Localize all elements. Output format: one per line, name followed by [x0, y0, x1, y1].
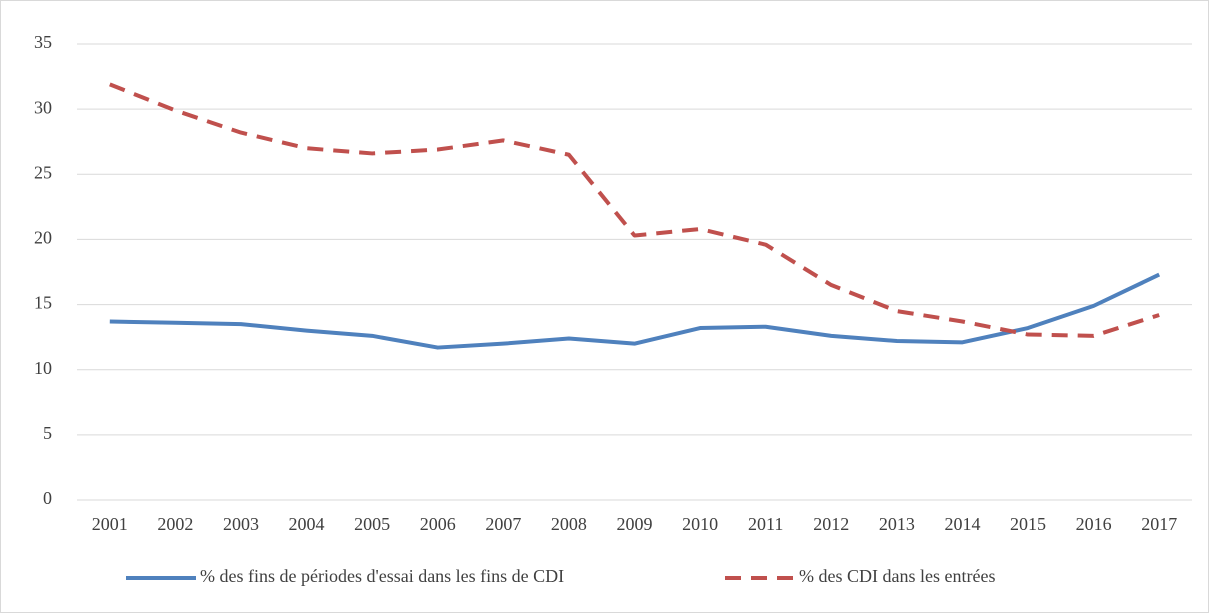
y-tick-label: 5 [43, 423, 52, 443]
x-tick-label: 2009 [617, 514, 653, 534]
x-tick-label: 2007 [485, 514, 521, 534]
y-tick-label: 30 [34, 97, 52, 117]
y-tick-label: 20 [34, 228, 52, 248]
x-tick-label: 2012 [813, 514, 849, 534]
x-tick-label: 2017 [1141, 514, 1177, 534]
y-tick-label: 35 [34, 32, 52, 52]
series-line [109, 82, 1160, 338]
series-line [109, 272, 1161, 350]
legend-label: % des CDI dans les entrées [799, 566, 995, 586]
x-tick-label: 2016 [1076, 514, 1112, 534]
y-tick-label: 0 [43, 488, 52, 508]
y-tick-label: 10 [34, 358, 52, 378]
x-tick-label: 2003 [223, 514, 259, 534]
x-tick-label: 2014 [944, 514, 980, 534]
x-tick-label: 2015 [1010, 514, 1046, 534]
x-tick-label: 2013 [879, 514, 915, 534]
y-tick-label: 15 [34, 293, 52, 313]
x-tick-label: 2006 [420, 514, 456, 534]
x-tick-label: 2011 [748, 514, 783, 534]
x-tick-label: 2002 [157, 514, 193, 534]
y-tick-label: 25 [34, 162, 52, 182]
x-tick-label: 2008 [551, 514, 587, 534]
x-tick-label: 2001 [92, 514, 128, 534]
x-tick-label: 2005 [354, 514, 390, 534]
x-tick-label: 2004 [289, 514, 325, 534]
legend-label: % des fins de périodes d'essai dans les … [200, 566, 564, 586]
x-tick-label: 2010 [682, 514, 718, 534]
